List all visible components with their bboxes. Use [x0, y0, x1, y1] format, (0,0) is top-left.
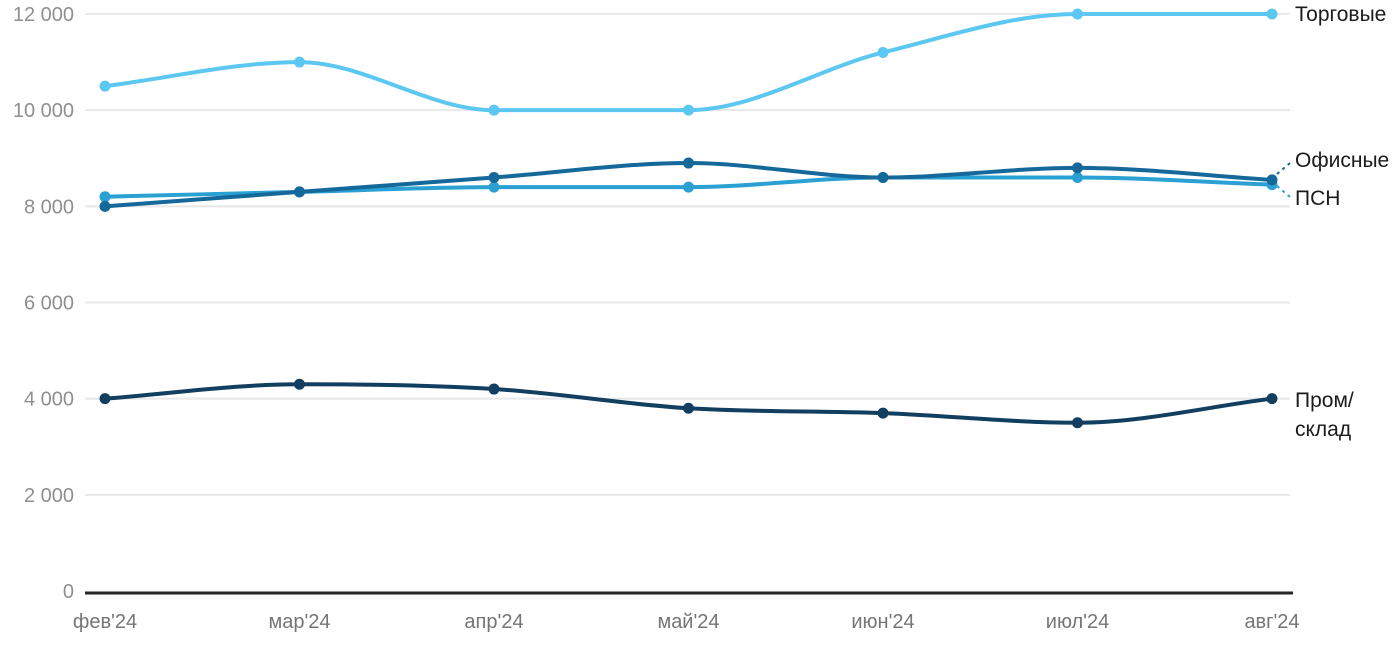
data-point-ofisnye	[1072, 162, 1083, 174]
data-point-ofisnye	[99, 200, 111, 212]
x-axis-tick-label: мар'24	[268, 611, 330, 633]
y-axis-tick-label: 4 000	[24, 389, 74, 411]
data-point-prom-sklad	[488, 383, 500, 395]
data-point-prom-sklad	[877, 407, 889, 419]
data-point-prom-sklad	[1072, 417, 1083, 429]
series-label-prom-sklad: склад	[1295, 418, 1351, 441]
data-point-ofisnye	[683, 157, 694, 169]
data-point-torgovye	[1072, 8, 1083, 20]
y-axis-tick-label: 10 000	[13, 100, 74, 122]
data-point-torgovye	[294, 56, 305, 68]
data-point-torgovye	[1266, 8, 1278, 20]
data-point-ofisnye	[294, 186, 305, 198]
data-point-psn	[99, 191, 111, 203]
data-point-ofisnye	[488, 171, 500, 183]
data-point-ofisnye	[877, 171, 889, 183]
x-axis-tick-label: май'24	[657, 611, 719, 633]
y-axis-tick-label: 8 000	[24, 196, 74, 218]
data-point-prom-sklad	[683, 402, 694, 414]
x-axis-tick-label: авг'24	[1244, 611, 1299, 633]
data-point-prom-sklad	[99, 393, 111, 405]
series-label-leader-ofisnye	[1276, 162, 1291, 175]
series-label-leader-psn	[1276, 185, 1291, 198]
y-axis-tick-label: 6 000	[24, 293, 74, 315]
y-axis-tick-label: 12 000	[13, 4, 74, 26]
data-point-prom-sklad	[294, 378, 305, 390]
data-point-psn	[488, 181, 500, 193]
x-axis-tick-label: апр'24	[464, 611, 523, 633]
series-label-torgovye: Торговые	[1295, 3, 1386, 26]
data-point-psn	[1072, 171, 1083, 183]
series-label-psn: ПСН	[1295, 187, 1340, 210]
y-axis-tick-label: 0	[63, 581, 74, 603]
y-axis-tick-label: 2 000	[24, 485, 74, 507]
series-label-prom-sklad: Пром/	[1295, 389, 1354, 412]
data-point-torgovye	[683, 104, 694, 116]
data-point-ofisnye	[1266, 174, 1278, 186]
x-axis-tick-label: июн'24	[851, 611, 914, 633]
series-label-ofisnye: Офисные	[1295, 149, 1389, 172]
data-point-prom-sklad	[1266, 393, 1278, 405]
x-axis-tick-label: фев'24	[73, 611, 137, 633]
data-point-torgovye	[99, 80, 111, 92]
data-point-psn	[683, 181, 694, 193]
x-axis-tick-label: июл'24	[1046, 611, 1109, 633]
data-point-torgovye	[877, 46, 889, 58]
data-point-torgovye	[488, 104, 500, 116]
series-line-torgovye	[103, 11, 1274, 113]
